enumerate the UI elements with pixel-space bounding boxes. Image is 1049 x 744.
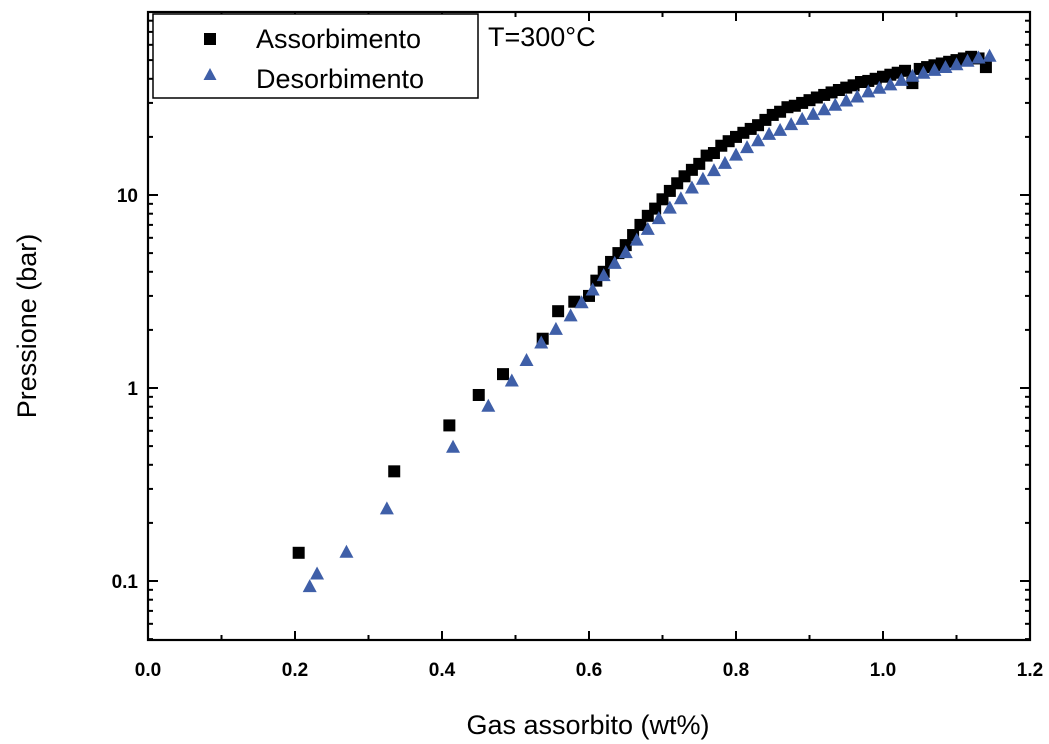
- data-point-triangle: [905, 68, 920, 82]
- x-tick-label: 1.2: [1017, 660, 1043, 681]
- data-point-triangle: [850, 89, 865, 103]
- data-point-triangle: [695, 171, 710, 185]
- data-point-triangle: [762, 126, 777, 140]
- data-point-triangle: [651, 211, 666, 225]
- data-point-triangle: [310, 566, 325, 580]
- data-point-square: [649, 202, 662, 215]
- data-point-triangle: [574, 295, 589, 309]
- data-point-square: [497, 368, 510, 381]
- data-point-triangle: [784, 117, 799, 131]
- x-tick-label: 1.0: [870, 660, 896, 681]
- data-point-triangle: [339, 544, 354, 558]
- plot-frame: [146, 10, 1032, 642]
- data-point-triangle: [971, 50, 986, 64]
- data-point-triangle: [982, 48, 997, 62]
- y-axis: 0.1 1 10: [112, 19, 1030, 641]
- data-point-triangle: [618, 245, 633, 259]
- data-point-triangle: [916, 65, 931, 79]
- series-layer: [292, 48, 997, 593]
- x-tick-label: 0.8: [723, 660, 749, 681]
- data-point-triangle: [640, 221, 655, 235]
- x-axis: 0.0 0.2 0.4 0.6 0.8 1.0 1.2: [135, 12, 1043, 681]
- data-point-triangle: [729, 147, 743, 161]
- y-tick-label: 0.1: [112, 572, 139, 593]
- data-point-triangle: [302, 579, 317, 593]
- data-point-triangle: [607, 255, 622, 269]
- data-point-triangle: [883, 77, 898, 91]
- data-point-triangle: [740, 140, 755, 154]
- data-point-triangle: [519, 353, 534, 367]
- data-point-triangle: [894, 72, 909, 86]
- data-point-square: [634, 218, 647, 231]
- y-tick-label: 1: [127, 379, 138, 400]
- data-point-triangle: [960, 53, 975, 67]
- series-assorbimento: [292, 50, 992, 559]
- data-point-triangle: [773, 122, 788, 136]
- plot-border: [146, 10, 1032, 642]
- legend-triangle-marker: [203, 68, 217, 80]
- data-point-square: [744, 122, 757, 135]
- x-tick-label: 0.4: [429, 660, 456, 681]
- legend-square-marker: [204, 33, 216, 45]
- x-tick-label: 0.0: [135, 660, 161, 681]
- data-point-triangle: [629, 232, 644, 246]
- data-point-square: [979, 61, 992, 74]
- x-tick-label: 0.2: [282, 660, 308, 681]
- y-tick-label: 10: [117, 186, 138, 207]
- data-point-triangle: [534, 335, 549, 349]
- data-point-triangle: [585, 282, 600, 296]
- data-point-triangle: [504, 373, 519, 387]
- data-point-triangle: [596, 268, 611, 282]
- data-point-square: [752, 119, 765, 132]
- data-point-triangle: [751, 133, 766, 147]
- data-point-triangle: [706, 163, 721, 177]
- data-point-triangle: [379, 501, 394, 515]
- data-point-triangle: [673, 191, 688, 205]
- data-point-triangle: [927, 62, 942, 76]
- data-point-square: [443, 419, 456, 432]
- data-point-triangle: [684, 180, 699, 194]
- data-point-triangle: [861, 84, 876, 98]
- x-axis-title: Gas assorbito (wt%): [466, 710, 709, 740]
- temperature-annotation: T=300°C: [488, 22, 596, 52]
- y-axis-title: Pressione (bar): [12, 234, 42, 419]
- data-point-triangle: [548, 321, 563, 335]
- data-point-triangle: [717, 155, 732, 169]
- data-point-triangle: [817, 102, 832, 116]
- data-point-triangle: [662, 200, 677, 214]
- data-point-triangle: [949, 57, 964, 71]
- data-point-square: [899, 64, 912, 77]
- data-point-triangle: [828, 97, 843, 111]
- data-point-triangle: [806, 106, 821, 120]
- data-point-square: [552, 305, 565, 318]
- data-point-square: [472, 388, 485, 401]
- legend-label-assorbimento: Assorbimento: [256, 24, 421, 54]
- data-point-triangle: [563, 308, 578, 322]
- x-tick-label: 0.6: [576, 660, 602, 681]
- series-desorbimento: [302, 48, 997, 593]
- data-point-triangle: [446, 439, 461, 453]
- data-point-triangle: [872, 80, 887, 94]
- data-point-triangle: [481, 398, 496, 412]
- legend-box: [152, 13, 479, 99]
- data-point-triangle: [938, 60, 953, 74]
- data-point-triangle: [795, 111, 810, 125]
- data-point-triangle: [839, 93, 854, 107]
- legend: Assorbimento Desorbimento: [152, 13, 479, 99]
- data-point-square: [292, 546, 305, 559]
- data-point-square: [388, 465, 401, 478]
- legend-label-desorbimento: Desorbimento: [256, 64, 424, 94]
